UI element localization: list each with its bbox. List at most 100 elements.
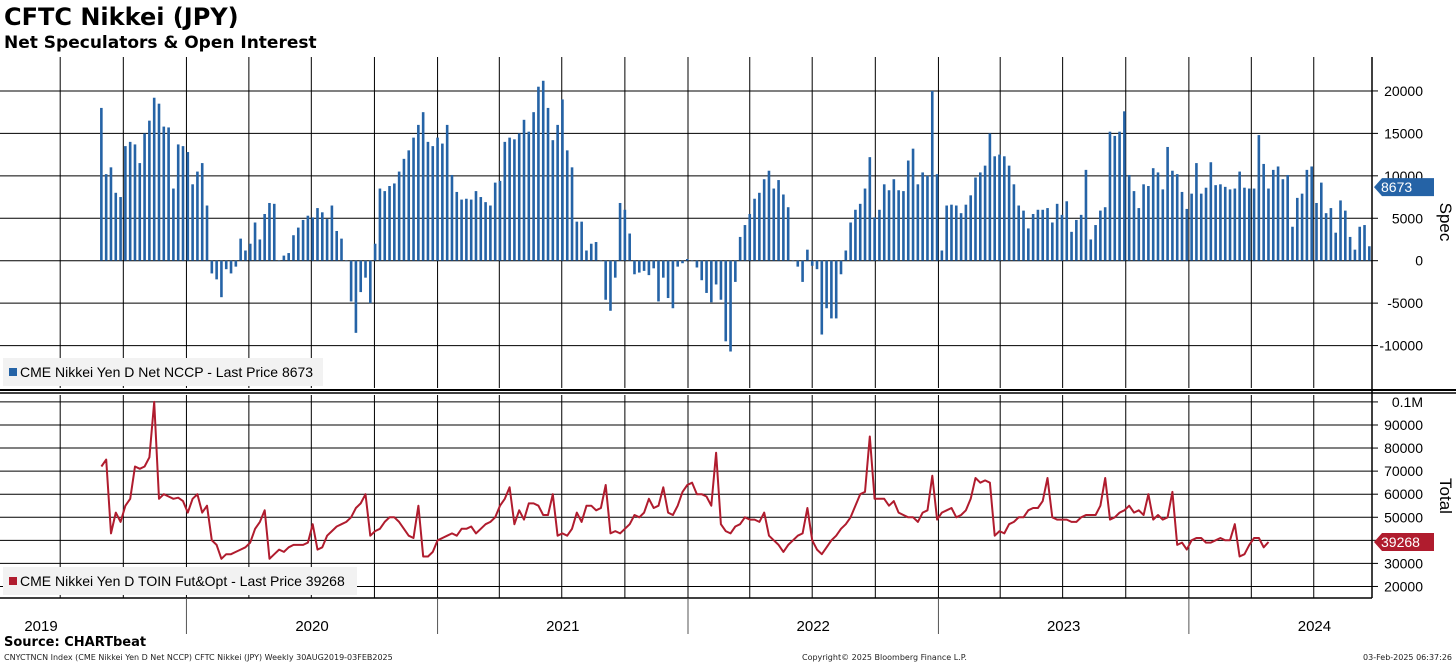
spec-bar (892, 179, 896, 261)
spec-bar (172, 188, 175, 261)
source-note: Source: CHARTbeat (4, 635, 147, 650)
spec-bar (791, 260, 795, 262)
spec-bar (1060, 214, 1064, 261)
spec-bar (191, 184, 194, 261)
spec-bar (1012, 184, 1016, 261)
x-tick-label: 2023 (1047, 618, 1080, 635)
spec-bar (1137, 208, 1141, 261)
spec-bar (1161, 189, 1165, 261)
chart-subtitle: Net Speculators & Open Interest (4, 33, 317, 53)
spec-bar (1007, 165, 1011, 261)
spec-bar (119, 197, 122, 261)
spec-bar (450, 174, 454, 261)
spec-bar (681, 260, 684, 264)
y-tick-label: 90000 (1384, 417, 1423, 433)
spec-bar (897, 190, 900, 261)
spec-bar (412, 137, 415, 261)
spec-bar (162, 126, 166, 261)
spec-bar (666, 260, 670, 299)
spec-bar (306, 215, 310, 261)
spec-bar (551, 140, 555, 261)
spec-bar (364, 260, 367, 278)
spec-bar (714, 260, 718, 285)
spec-bar (988, 133, 992, 261)
spec-bar (834, 260, 838, 319)
spec-bar (349, 260, 353, 302)
y-tick-label: 60000 (1384, 486, 1423, 502)
spec-bar (1204, 187, 1208, 261)
copyright: Copyright© 2025 Bloomberg Finance L.P. (802, 653, 967, 662)
spec-bar (1113, 135, 1117, 261)
spec-bar (263, 214, 266, 261)
spec-bar (1339, 200, 1342, 261)
spec-bar (426, 141, 430, 261)
spec-bar (762, 179, 766, 261)
spec-bar (935, 174, 939, 261)
spec-bar (258, 239, 262, 261)
last-price-total-tag (1374, 533, 1434, 552)
spec-bar (181, 146, 185, 261)
spec-bar (431, 146, 435, 261)
spec-bar (623, 209, 627, 261)
spec-bar (205, 205, 209, 261)
spec-bar (157, 103, 161, 261)
spec-bar (244, 250, 247, 261)
spec-bar (143, 133, 146, 261)
y-tick-label: 50000 (1384, 509, 1423, 525)
spec-bar (743, 225, 747, 261)
spec-bar (100, 107, 103, 261)
x-tick-label: 2021 (546, 618, 579, 635)
spec-bar (1036, 209, 1040, 261)
spec-bar (1127, 174, 1131, 261)
spec-bar (916, 184, 920, 261)
y-tick-label: 30000 (1384, 555, 1423, 571)
spec-bar (1276, 166, 1280, 261)
spec-bar (873, 217, 876, 261)
spec-bar (1353, 249, 1357, 261)
spec-bar (1094, 225, 1097, 261)
spec-bar (1281, 179, 1285, 261)
spec-bar (1219, 184, 1222, 261)
spec-bar (974, 177, 977, 261)
spec-bar (148, 120, 151, 261)
spec-bar (1147, 186, 1150, 261)
spec-bar (397, 171, 401, 261)
spec-bar (503, 141, 507, 261)
spec-bar (301, 219, 305, 261)
spec-bar (1319, 182, 1323, 261)
legend-total-swatch (9, 577, 17, 585)
spec-bar (513, 139, 516, 261)
spec-bar (311, 217, 314, 261)
spec-bar (863, 188, 867, 261)
spec-bar (786, 207, 790, 261)
spec-bar (1151, 168, 1155, 261)
spec-bar (1209, 162, 1213, 261)
spec-bar (330, 205, 334, 261)
spec-bar (599, 260, 603, 262)
spec-bar (248, 243, 252, 261)
spec-bar (637, 260, 641, 273)
spec-bar (1003, 156, 1006, 261)
spec-bar (810, 260, 814, 266)
spec-bar (1108, 131, 1112, 261)
last-price-spec-tag (1374, 178, 1434, 197)
spec-bar (268, 202, 271, 261)
spec-bar (628, 233, 631, 261)
spec-bar (820, 260, 824, 335)
spec-bar (277, 260, 281, 262)
spec-bar (335, 230, 339, 261)
spec-bar (114, 192, 118, 261)
spec-bar (954, 205, 958, 261)
spec-bar (724, 260, 728, 342)
spec-bar (1300, 193, 1304, 261)
spec-bar (580, 221, 583, 261)
spec-bar (104, 174, 108, 261)
y-tick-label: 0.1M (1392, 394, 1423, 410)
spec-bar (1017, 205, 1021, 261)
x-tick-label: 2020 (295, 618, 328, 635)
spec-bar (878, 209, 881, 261)
last-price-spec-label: 8673 (1381, 179, 1412, 195)
y-tick-label: 70000 (1384, 463, 1423, 479)
spec-bar (527, 131, 531, 261)
